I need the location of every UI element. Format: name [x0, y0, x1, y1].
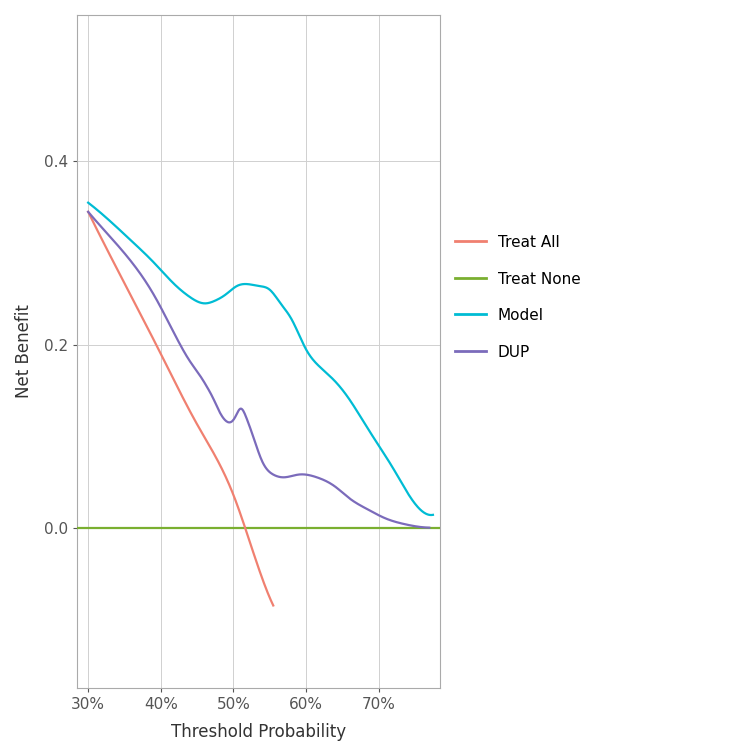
X-axis label: Threshold Probability: Threshold Probability [171, 723, 346, 741]
Y-axis label: Net Benefit: Net Benefit [15, 305, 33, 398]
Legend: Treat All, Treat None, Model, DUP: Treat All, Treat None, Model, DUP [455, 235, 580, 360]
